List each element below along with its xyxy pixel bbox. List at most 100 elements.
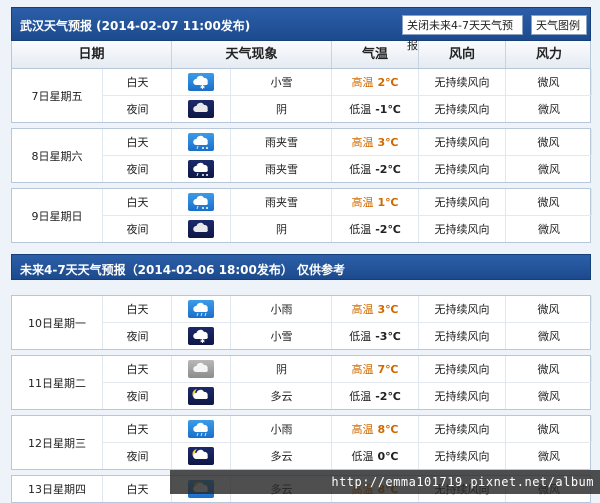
overcast-night-icon — [188, 100, 214, 118]
svg-text:✱: ✱ — [200, 84, 205, 91]
extended-forecast-header: 未来4-7天天气预报（2014-02-06 18:00发布） 仅供参考 — [11, 254, 591, 280]
cloudy-night-icon — [188, 447, 214, 465]
temp-label: 高温 — [351, 303, 374, 316]
column-header: 日期 天气现象 气温 风向 风力 — [11, 41, 591, 69]
temp-label: 低温 — [349, 163, 372, 176]
rain-day-icon — [188, 420, 214, 438]
temperature-cell: 低温 -1℃ — [332, 95, 419, 122]
wind-direction-cell: 无持续风向 — [419, 189, 506, 215]
date-label: 9日星期日 — [31, 209, 83, 223]
temp-value: 2℃ — [377, 75, 399, 89]
wind-direction-cell: 无持续风向 — [419, 155, 506, 182]
day-group: 8日星期六 白天 夜间 雨夹雪 高温 3℃ 无持续风向 微风 雨夹雪 低温 -2℃ 无持续风向 微风 — [11, 128, 592, 183]
wind-force-cell: 微风 — [506, 356, 592, 382]
date-label: 7日星期五 — [31, 89, 83, 103]
forecast-header: 武汉天气预报 (2014-02-07 11:00发布) 关闭未来4-7天天气预报… — [11, 7, 591, 52]
day-group: 12日星期三 白天 夜间 小雨 高温 8℃ 无持续风向 微风 多云 低温 0℃ 无持续风向 微风 — [11, 415, 592, 470]
extended-forecast-title: 未来4-7天天气预报（2014-02-06 18:00发布） 仅供参考 — [20, 263, 345, 277]
weather-text: 小雨 — [230, 416, 332, 442]
period-label: 白天 — [102, 416, 172, 442]
temp-value: -2℃ — [375, 162, 401, 176]
temp-value: 0℃ — [377, 449, 399, 463]
date-label: 11日星期二 — [28, 376, 86, 390]
date-cell: 7日星期五 白天 夜间 — [12, 69, 172, 122]
column-wind-direction: 风向 — [419, 41, 506, 68]
weather-text: 阴 — [230, 96, 332, 122]
temperature-cell: 低温 -2℃ — [332, 155, 419, 182]
weather-legend-button[interactable]: 天气图例 — [531, 15, 587, 35]
temp-value: 1℃ — [377, 195, 399, 209]
temp-value: 8℃ — [377, 422, 399, 436]
temp-label: 低温 — [349, 390, 372, 403]
wind-direction-cell: 无持续风向 — [419, 442, 506, 469]
temp-label: 高温 — [351, 76, 374, 89]
weather-cell: 多云 — [172, 442, 332, 469]
date-cell: 10日星期一 白天 夜间 — [12, 296, 172, 349]
temp-label: 高温 — [351, 423, 374, 436]
weather-cell: 雨夹雪 — [172, 155, 332, 182]
day-group: 11日星期二 白天 夜间阴高温 7℃ 无持续风向 微风 多云 低温 -2℃ 无持续风向 微风 — [11, 355, 592, 410]
weather-text: 多云 — [230, 443, 332, 469]
date-cell: 11日星期二 白天 夜间 — [12, 356, 172, 409]
wind-force-cell: 微风 — [506, 296, 592, 322]
wind-force-cell: 微风 — [506, 442, 592, 469]
wind-direction-cell: 无持续风向 — [419, 215, 506, 242]
temp-label: 高温 — [351, 136, 374, 149]
temp-label: 低温 — [349, 330, 372, 343]
temp-value: 3℃ — [377, 302, 399, 316]
temp-label: 低温 — [351, 450, 374, 463]
period-label: 夜间 — [102, 442, 172, 469]
period-label: 白天 — [102, 69, 172, 95]
temperature-cell: 高温 2℃ — [332, 69, 419, 95]
period-label: 夜间 — [102, 95, 172, 122]
weather-cell: 阴 — [172, 215, 332, 242]
date-cell: 12日星期三 白天 夜间 — [12, 416, 172, 469]
column-wind-force: 风力 — [535, 47, 562, 62]
weather-text: 小雨 — [230, 296, 332, 322]
weather-cell: 阴 — [172, 356, 332, 382]
wind-force-cell: 微风 — [506, 95, 592, 122]
period-label: 白天 — [102, 129, 172, 155]
column-weather: 天气现象 — [172, 41, 332, 68]
temperature-cell: 高温 7℃ — [332, 356, 419, 382]
temp-label: 低温 — [349, 223, 372, 236]
temp-label: 低温 — [349, 103, 372, 116]
date-label: 12日星期三 — [28, 436, 86, 450]
wind-force-cell: 微风 — [506, 416, 592, 442]
cloudy-night-icon — [188, 387, 214, 405]
sleet-day-icon — [188, 133, 214, 151]
temp-value: 3℃ — [377, 135, 399, 149]
weather-text: 雨夹雪 — [230, 189, 332, 215]
temp-label: 高温 — [351, 196, 374, 209]
date-cell: 8日星期六 白天 夜间 — [12, 129, 172, 182]
weather-text: 多云 — [230, 383, 332, 409]
column-temperature: 气温 — [332, 41, 419, 68]
close-extended-forecast-button[interactable]: 关闭未来4-7天天气预报 — [402, 15, 523, 52]
snow-day-icon: ✱ — [188, 73, 214, 91]
overcast-day-icon — [188, 360, 214, 378]
forecast-panel: 武汉天气预报 (2014-02-07 11:00发布) 关闭未来4-7天天气预报… — [11, 7, 592, 503]
period-label: 白天 — [102, 189, 172, 215]
weather-text: 小雪 — [230, 69, 332, 95]
wind-direction-cell: 无持续风向 — [419, 129, 506, 155]
weather-cell: 阴 — [172, 95, 332, 122]
weather-text: 小雪 — [230, 323, 332, 349]
temperature-cell: 低温 0℃ — [332, 442, 419, 469]
weather-cell: 小雨 — [172, 416, 332, 442]
weather-text: 雨夹雪 — [230, 129, 332, 155]
date-cell: 9日星期日 白天 夜间 — [12, 189, 172, 242]
period-label: 夜间 — [102, 322, 172, 349]
temperature-cell: 低温 -2℃ — [332, 382, 419, 409]
temperature-cell: 高温 1℃ — [332, 189, 419, 215]
temperature-cell: 高温 3℃ — [332, 129, 419, 155]
period-label: 白天 — [102, 356, 172, 382]
temp-value: -1℃ — [375, 102, 401, 116]
svg-text:✱: ✱ — [200, 338, 205, 345]
date-label: 10日星期一 — [28, 316, 86, 330]
column-date: 日期 — [12, 41, 172, 68]
temperature-cell: 低温 -2℃ — [332, 215, 419, 242]
period-label: 夜间 — [102, 382, 172, 409]
overcast-night-icon — [188, 220, 214, 238]
period-label: 夜间 — [102, 215, 172, 242]
